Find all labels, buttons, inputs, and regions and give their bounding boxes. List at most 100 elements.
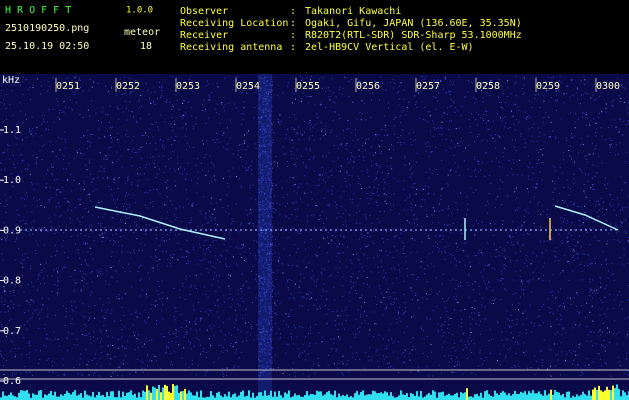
noise-dot bbox=[375, 85, 377, 87]
noise-dot bbox=[607, 240, 608, 242]
noise-dot bbox=[558, 177, 560, 179]
noise-dot bbox=[146, 164, 148, 166]
noise-dot bbox=[21, 263, 23, 264]
noise-dot bbox=[101, 241, 103, 243]
noise-dot bbox=[208, 182, 210, 184]
noise-dot bbox=[589, 228, 590, 229]
noise-dot bbox=[385, 279, 387, 281]
noise-dot bbox=[265, 367, 267, 369]
noise-dot bbox=[249, 248, 251, 249]
noise-dot bbox=[160, 95, 162, 97]
noise-dot bbox=[52, 166, 54, 168]
noise-dot bbox=[428, 192, 430, 194]
noise-dot bbox=[606, 243, 608, 245]
noise-dot bbox=[24, 194, 26, 196]
noise-dot bbox=[260, 235, 262, 237]
noise-dot bbox=[4, 169, 6, 171]
noise-dot bbox=[89, 317, 91, 319]
noise-dot bbox=[117, 241, 119, 243]
noise-dot bbox=[552, 313, 554, 315]
noise-dot bbox=[259, 165, 261, 167]
noise-dot bbox=[474, 158, 476, 160]
noise-dot bbox=[446, 107, 448, 109]
noise-dot bbox=[487, 92, 489, 94]
noise-dot bbox=[573, 173, 575, 175]
noise-dot bbox=[597, 293, 599, 294]
noise-dot bbox=[92, 231, 94, 233]
noise-dot bbox=[30, 299, 32, 301]
noise-dot bbox=[422, 352, 424, 354]
noise-dot bbox=[149, 278, 151, 280]
noise-dot bbox=[13, 295, 15, 297]
noise-dot bbox=[269, 259, 270, 261]
noise-dot bbox=[619, 360, 621, 362]
noise-dot bbox=[552, 226, 554, 228]
noise-dot bbox=[55, 206, 57, 208]
noise-dot bbox=[297, 248, 299, 250]
noise-dot bbox=[349, 214, 351, 216]
noise-dot bbox=[328, 308, 330, 310]
noise-dot bbox=[151, 103, 153, 104]
noise-dot bbox=[162, 144, 164, 146]
noise-dot bbox=[68, 106, 70, 108]
noise-dot bbox=[593, 188, 595, 190]
noise-dot bbox=[235, 203, 237, 205]
noise-dot bbox=[396, 249, 398, 251]
noise-dot bbox=[270, 144, 272, 146]
noise-dot bbox=[550, 121, 552, 123]
noise-dot bbox=[428, 177, 430, 179]
noise-dot bbox=[499, 117, 501, 119]
noise-dot bbox=[425, 317, 427, 319]
noise-dot bbox=[270, 333, 272, 335]
noise-dot bbox=[45, 337, 47, 339]
noise-dot bbox=[400, 122, 402, 124]
noise-dot bbox=[422, 79, 424, 81]
noise-dot bbox=[351, 156, 353, 158]
noise-dot bbox=[204, 110, 206, 112]
noise-dot bbox=[90, 272, 92, 274]
noise-dot bbox=[366, 245, 368, 247]
noise-dot bbox=[241, 143, 243, 145]
noise-dot bbox=[269, 276, 271, 278]
noise-dot bbox=[7, 235, 8, 237]
noise-dot bbox=[141, 106, 142, 107]
noise-dot bbox=[170, 265, 172, 267]
noise-dot bbox=[525, 332, 527, 334]
noise-dot bbox=[170, 361, 172, 363]
noise-dot bbox=[270, 269, 272, 271]
noise-dot bbox=[260, 261, 262, 263]
noise-dot bbox=[264, 334, 266, 336]
noise-dot bbox=[500, 299, 502, 301]
noise-dot bbox=[258, 310, 260, 312]
noise-dot bbox=[596, 172, 598, 174]
noise-dot bbox=[57, 188, 59, 190]
noise-dot bbox=[393, 119, 395, 121]
noise-dot bbox=[578, 347, 580, 349]
noise-dot bbox=[64, 374, 66, 376]
noise-dot bbox=[299, 280, 301, 282]
noise-dot bbox=[430, 151, 432, 153]
noise-dot bbox=[443, 355, 445, 357]
noise-dot bbox=[47, 81, 49, 83]
noise-dot bbox=[22, 159, 24, 161]
noise-dot bbox=[82, 303, 84, 305]
noise-dot bbox=[625, 219, 626, 221]
noise-dot bbox=[341, 243, 343, 245]
noise-dot bbox=[403, 253, 405, 254]
noise-dot bbox=[213, 209, 215, 211]
noise-dot bbox=[117, 139, 119, 141]
noise-dot bbox=[333, 92, 334, 94]
noise-dot bbox=[259, 246, 261, 248]
noise-dot bbox=[571, 133, 572, 135]
noise-dot bbox=[245, 308, 247, 310]
noise-dot bbox=[202, 249, 204, 251]
noise-dot bbox=[122, 267, 124, 268]
noise-dot bbox=[613, 99, 615, 101]
noise-dot bbox=[153, 200, 155, 202]
noise-dot bbox=[580, 206, 582, 208]
noise-dot bbox=[269, 360, 271, 362]
noise-dot bbox=[266, 365, 268, 367]
noise-dot bbox=[402, 248, 404, 250]
noise-dot bbox=[261, 249, 263, 251]
noise-dot bbox=[79, 204, 81, 205]
